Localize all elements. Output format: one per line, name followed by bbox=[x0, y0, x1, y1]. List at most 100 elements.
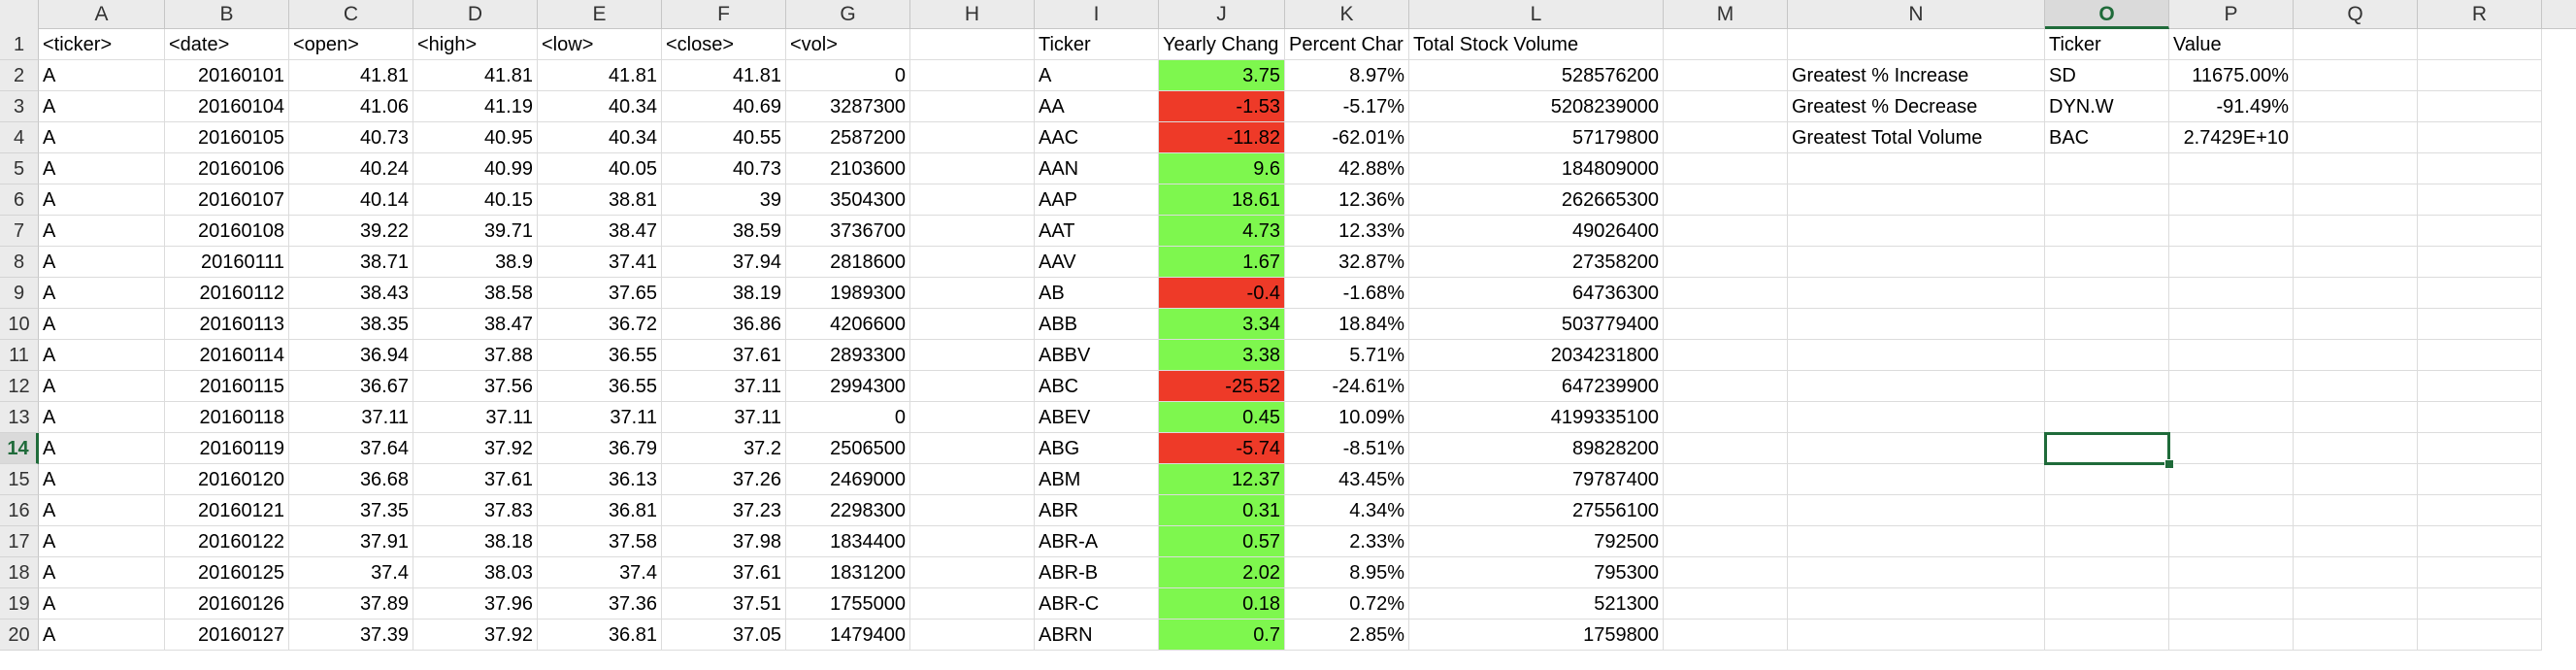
cell-e17[interactable]: 37.58 bbox=[538, 526, 662, 557]
cell-l15[interactable]: 79787400 bbox=[1409, 464, 1664, 495]
cell-j14[interactable]: -5.74 bbox=[1159, 433, 1285, 464]
cell-g15[interactable]: 2469000 bbox=[786, 464, 910, 495]
column-header-p[interactable]: P bbox=[2169, 0, 2294, 29]
cell-k7[interactable]: 12.33% bbox=[1285, 216, 1409, 247]
cell-r10[interactable] bbox=[2418, 309, 2542, 340]
cell-c1[interactable]: <open> bbox=[289, 29, 413, 60]
cell-l5[interactable]: 184809000 bbox=[1409, 153, 1664, 184]
cell-k19[interactable]: 0.72% bbox=[1285, 588, 1409, 620]
cell-k10[interactable]: 18.84% bbox=[1285, 309, 1409, 340]
cell-e2[interactable]: 41.81 bbox=[538, 60, 662, 91]
column-header-b[interactable]: B bbox=[165, 0, 289, 29]
cell-e13[interactable]: 37.11 bbox=[538, 402, 662, 433]
cell-b5[interactable]: 20160106 bbox=[165, 153, 289, 184]
cell-o5[interactable] bbox=[2045, 153, 2169, 184]
cell-n12[interactable] bbox=[1788, 371, 2045, 402]
cell-n18[interactable] bbox=[1788, 557, 2045, 588]
cell-d15[interactable]: 37.61 bbox=[413, 464, 538, 495]
cell-g7[interactable]: 3736700 bbox=[786, 216, 910, 247]
cell-k18[interactable]: 8.95% bbox=[1285, 557, 1409, 588]
cell-a20[interactable]: A bbox=[39, 620, 165, 651]
cell-f1[interactable]: <close> bbox=[662, 29, 786, 60]
cell-d10[interactable]: 38.47 bbox=[413, 309, 538, 340]
cell-o17[interactable] bbox=[2045, 526, 2169, 557]
cell-l7[interactable]: 49026400 bbox=[1409, 216, 1664, 247]
row-header-10[interactable]: 10 bbox=[0, 309, 39, 340]
cell-j5[interactable]: 9.6 bbox=[1159, 153, 1285, 184]
cell-r5[interactable] bbox=[2418, 153, 2542, 184]
cell-l17[interactable]: 792500 bbox=[1409, 526, 1664, 557]
cell-j4[interactable]: -11.82 bbox=[1159, 122, 1285, 153]
cell-n10[interactable] bbox=[1788, 309, 2045, 340]
cell-p20[interactable] bbox=[2169, 620, 2294, 651]
cell-h5[interactable] bbox=[910, 153, 1035, 184]
cell-o19[interactable] bbox=[2045, 588, 2169, 620]
cell-g2[interactable]: 0 bbox=[786, 60, 910, 91]
cell-k4[interactable]: -62.01% bbox=[1285, 122, 1409, 153]
cell-d12[interactable]: 37.56 bbox=[413, 371, 538, 402]
cell-p12[interactable] bbox=[2169, 371, 2294, 402]
row-header-9[interactable]: 9 bbox=[0, 278, 39, 309]
row-header-3[interactable]: 3 bbox=[0, 91, 39, 122]
cell-h7[interactable] bbox=[910, 216, 1035, 247]
cell-g13[interactable]: 0 bbox=[786, 402, 910, 433]
cell-o11[interactable] bbox=[2045, 340, 2169, 371]
cell-b9[interactable]: 20160112 bbox=[165, 278, 289, 309]
cell-h17[interactable] bbox=[910, 526, 1035, 557]
cell-i6[interactable]: AAP bbox=[1035, 184, 1159, 216]
cell-r19[interactable] bbox=[2418, 588, 2542, 620]
cell-o7[interactable] bbox=[2045, 216, 2169, 247]
cell-d1[interactable]: <high> bbox=[413, 29, 538, 60]
cell-n15[interactable] bbox=[1788, 464, 2045, 495]
column-header-q[interactable]: Q bbox=[2294, 0, 2418, 29]
cell-a13[interactable]: A bbox=[39, 402, 165, 433]
cell-a9[interactable]: A bbox=[39, 278, 165, 309]
cell-n2[interactable]: Greatest % Increase bbox=[1788, 60, 2045, 91]
cell-p18[interactable] bbox=[2169, 557, 2294, 588]
cell-i8[interactable]: AAV bbox=[1035, 247, 1159, 278]
cell-q18[interactable] bbox=[2294, 557, 2418, 588]
cell-b3[interactable]: 20160104 bbox=[165, 91, 289, 122]
cell-j18[interactable]: 2.02 bbox=[1159, 557, 1285, 588]
cell-b18[interactable]: 20160125 bbox=[165, 557, 289, 588]
cell-m3[interactable] bbox=[1664, 91, 1788, 122]
row-header-4[interactable]: 4 bbox=[0, 122, 39, 153]
cell-e18[interactable]: 37.4 bbox=[538, 557, 662, 588]
cell-g19[interactable]: 1755000 bbox=[786, 588, 910, 620]
cell-g20[interactable]: 1479400 bbox=[786, 620, 910, 651]
cell-o13[interactable] bbox=[2045, 402, 2169, 433]
cell-a8[interactable]: A bbox=[39, 247, 165, 278]
row-header-14[interactable]: 14 bbox=[0, 433, 39, 464]
cell-k15[interactable]: 43.45% bbox=[1285, 464, 1409, 495]
cell-c3[interactable]: 41.06 bbox=[289, 91, 413, 122]
cell-r16[interactable] bbox=[2418, 495, 2542, 526]
cell-k17[interactable]: 2.33% bbox=[1285, 526, 1409, 557]
cell-f16[interactable]: 37.23 bbox=[662, 495, 786, 526]
cell-h14[interactable] bbox=[910, 433, 1035, 464]
cell-o6[interactable] bbox=[2045, 184, 2169, 216]
cell-e1[interactable]: <low> bbox=[538, 29, 662, 60]
cell-c9[interactable]: 38.43 bbox=[289, 278, 413, 309]
cell-a7[interactable]: A bbox=[39, 216, 165, 247]
cell-r3[interactable] bbox=[2418, 91, 2542, 122]
cell-a2[interactable]: A bbox=[39, 60, 165, 91]
cell-j20[interactable]: 0.7 bbox=[1159, 620, 1285, 651]
cell-q17[interactable] bbox=[2294, 526, 2418, 557]
cell-c10[interactable]: 38.35 bbox=[289, 309, 413, 340]
cell-d16[interactable]: 37.83 bbox=[413, 495, 538, 526]
cell-m9[interactable] bbox=[1664, 278, 1788, 309]
cell-q13[interactable] bbox=[2294, 402, 2418, 433]
cell-e14[interactable]: 36.79 bbox=[538, 433, 662, 464]
cell-k2[interactable]: 8.97% bbox=[1285, 60, 1409, 91]
cell-p14[interactable] bbox=[2169, 433, 2294, 464]
cell-k8[interactable]: 32.87% bbox=[1285, 247, 1409, 278]
cell-c11[interactable]: 36.94 bbox=[289, 340, 413, 371]
cell-b17[interactable]: 20160122 bbox=[165, 526, 289, 557]
cell-i10[interactable]: ABB bbox=[1035, 309, 1159, 340]
cell-d13[interactable]: 37.11 bbox=[413, 402, 538, 433]
cell-r4[interactable] bbox=[2418, 122, 2542, 153]
cell-a14[interactable]: A bbox=[39, 433, 165, 464]
column-header-e[interactable]: E bbox=[538, 0, 662, 29]
cell-e19[interactable]: 37.36 bbox=[538, 588, 662, 620]
